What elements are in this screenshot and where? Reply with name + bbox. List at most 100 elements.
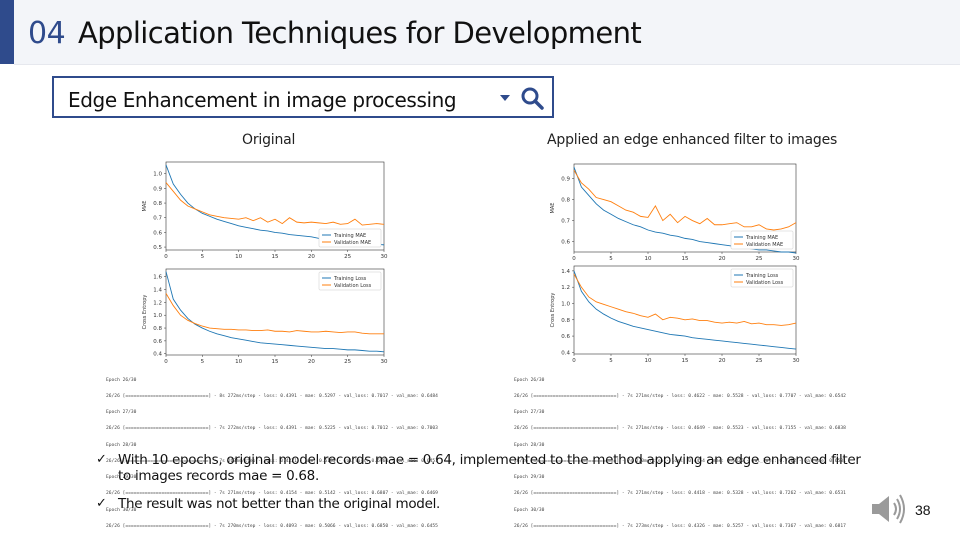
y-tick-label: 0.7	[561, 219, 570, 225]
y-tick-label: 1.6	[153, 275, 162, 281]
log-line: 26/26 [==============================] -…	[106, 458, 438, 464]
y-tick-label: 0.8	[153, 326, 162, 332]
y-axis-label: MAE	[142, 201, 148, 212]
y-tick-label: 0.6	[561, 334, 570, 340]
x-tick-label: 10	[645, 256, 652, 262]
x-tick-label: 5	[201, 254, 205, 260]
series-line-validation-mae	[165, 182, 385, 226]
x-tick-label: 5	[201, 359, 205, 365]
bullet-text: The result was not better than the origi…	[118, 496, 441, 512]
y-axis-label: Cross Entropy	[550, 293, 556, 328]
series-line-training-mae	[573, 166, 797, 254]
log-line: 26/26 [==============================] -…	[514, 426, 846, 432]
y-axis-label: MAE	[550, 203, 556, 214]
legend-entry: Validation Loss	[334, 283, 372, 289]
y-tick-label: 1.0	[153, 172, 162, 178]
x-tick-label: 20	[308, 359, 315, 365]
x-tick-label: 20	[719, 358, 726, 364]
y-tick-label: 0.6	[153, 339, 162, 345]
y-tick-label: 0.8	[561, 198, 570, 204]
y-tick-label: 0.4	[561, 350, 570, 356]
search-box[interactable]: Edge Enhancement in image processing	[52, 76, 554, 118]
series-line-validation-loss	[573, 273, 797, 326]
slide-header	[14, 0, 960, 65]
training-log-edge-enhanced: Epoch 26/30 26/26 [=====================…	[514, 367, 846, 535]
search-icon[interactable]	[520, 86, 544, 110]
check-icon: ✓	[96, 496, 107, 511]
chevron-down-icon[interactable]	[500, 95, 510, 101]
y-tick-label: 0.5	[153, 245, 162, 251]
log-line: Epoch 27/30	[514, 410, 545, 416]
log-line: Epoch 26/30	[106, 377, 137, 383]
x-tick-label: 20	[719, 256, 726, 262]
bullet-text: With 10 epochs, original model records m…	[118, 452, 861, 484]
x-tick-label: 25	[344, 254, 351, 260]
legend-entry: Validation Loss	[746, 280, 784, 286]
legend-entry: Training MAE	[333, 233, 366, 239]
y-tick-label: 1.2	[561, 285, 570, 291]
x-tick-label: 30	[793, 256, 800, 262]
y-axis-label: Cross Entropy	[142, 295, 148, 330]
legend-box	[730, 268, 794, 288]
conclusion-list: ✓ With 10 epochs, original model records…	[96, 452, 876, 524]
x-tick-label: 15	[272, 359, 279, 365]
legend-entry: Training Loss	[745, 273, 779, 279]
x-tick-label: 15	[682, 256, 689, 262]
log-line: Epoch 26/30	[514, 377, 545, 383]
y-tick-label: 0.9	[561, 177, 570, 183]
right-mae-chart: 0 5 10 15 20 25 30 0.6 0.7 0.8 0.9 MAE Training MAEV…	[550, 163, 800, 262]
legend-box	[318, 228, 382, 248]
x-tick-label: 20	[308, 254, 315, 260]
log-line: 26/26 [==============================] -…	[514, 458, 846, 464]
log-line: Epoch 29/30	[106, 475, 137, 481]
x-tick-label: 5	[609, 256, 613, 262]
legend-entry: Training MAE	[745, 235, 778, 241]
log-line: 26/26 [==============================] -…	[106, 523, 438, 529]
x-tick-label: 10	[235, 359, 242, 365]
x-tick-label: 25	[756, 358, 763, 364]
x-tick-label: 0	[164, 359, 168, 365]
x-tick-label: 0	[164, 254, 168, 260]
log-line: Epoch 28/30	[106, 442, 137, 448]
header-accent-bar	[0, 0, 14, 64]
x-tick-label: 25	[344, 359, 351, 365]
legend-box	[730, 230, 794, 250]
log-line: Epoch 30/30	[514, 507, 545, 513]
x-tick-label: 25	[756, 256, 763, 262]
check-icon: ✓	[96, 452, 107, 467]
y-tick-label: 0.7	[153, 216, 162, 222]
log-line: 26/26 [==============================] -…	[106, 426, 438, 432]
training-log-original: Epoch 26/30 26/26 [=====================…	[106, 367, 438, 535]
log-line: Epoch 27/30	[106, 410, 137, 416]
log-line: Epoch 28/30	[514, 442, 545, 448]
left-loss-chart: 0 5 10 15 20 25 30 0.4 0.6 0.8 1.0 1.2 1.4 1.6 Cross E…	[142, 268, 388, 365]
y-tick-label: 0.6	[153, 230, 162, 236]
x-tick-label: 5	[609, 358, 613, 364]
speaker-icon[interactable]	[870, 492, 910, 526]
y-tick-label: 1.0	[153, 313, 162, 319]
list-item: ✓ With 10 epochs, original model records…	[96, 452, 876, 484]
y-tick-label: 1.4	[561, 269, 570, 275]
x-tick-label: 0	[572, 358, 576, 364]
section-number: 04	[28, 16, 66, 51]
left-mae-chart: 0 5 10 15 20 25 30 0.5 0.6 0.7 0.8 0.9 1.0 MAE Trainin…	[142, 161, 388, 260]
caption-original: Original	[242, 132, 296, 148]
log-line: Epoch 30/30	[106, 507, 137, 513]
y-tick-label: 0.6	[561, 240, 570, 246]
series-line-training-loss	[165, 271, 385, 353]
series-line-validation-mae	[573, 170, 797, 231]
x-tick-label: 10	[235, 254, 242, 260]
caption-edge-enhanced: Applied an edge enhanced filter to image…	[547, 132, 838, 148]
legend-entry: Validation MAE	[746, 242, 783, 248]
legend-entry: Validation MAE	[334, 240, 371, 246]
log-line: 26/26 [==============================] -…	[514, 523, 846, 529]
x-tick-label: 30	[381, 254, 388, 260]
y-tick-label: 1.4	[153, 288, 162, 294]
y-tick-label: 0.9	[153, 186, 162, 192]
x-tick-label: 0	[572, 256, 576, 262]
log-line: 26/26 [==============================] -…	[514, 394, 846, 400]
search-input[interactable]: Edge Enhancement in image processing	[68, 88, 457, 112]
x-tick-label: 15	[682, 358, 689, 364]
x-tick-label: 30	[793, 358, 800, 364]
x-tick-label: 15	[272, 254, 279, 260]
